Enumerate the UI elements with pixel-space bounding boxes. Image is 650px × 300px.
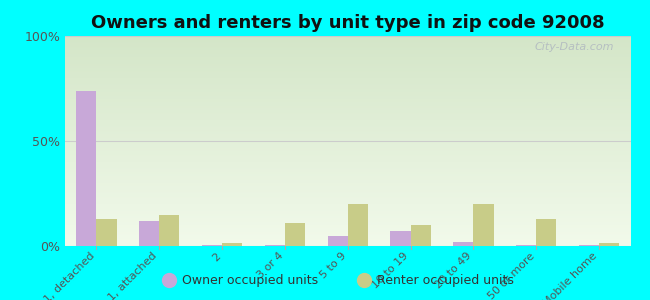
Bar [202,245,222,246]
Bar [265,245,285,246]
Text: Owner occupied units: Owner occupied units [182,274,318,287]
Bar [391,231,411,246]
Bar [453,242,473,246]
Bar [96,219,116,246]
Bar [159,214,179,246]
Bar [328,236,348,246]
Bar [222,243,242,246]
Bar [536,219,556,246]
Bar [579,245,599,246]
Text: City-Data.com: City-Data.com [534,42,614,52]
Bar [411,225,431,246]
Title: Owners and renters by unit type in zip code 92008: Owners and renters by unit type in zip c… [91,14,604,32]
Bar [139,221,159,246]
Bar [473,204,493,246]
Bar [516,245,536,246]
Bar [285,223,305,246]
Bar [599,243,619,246]
Text: Renter occupied units: Renter occupied units [377,274,514,287]
Bar [76,91,96,246]
Bar [348,204,368,246]
